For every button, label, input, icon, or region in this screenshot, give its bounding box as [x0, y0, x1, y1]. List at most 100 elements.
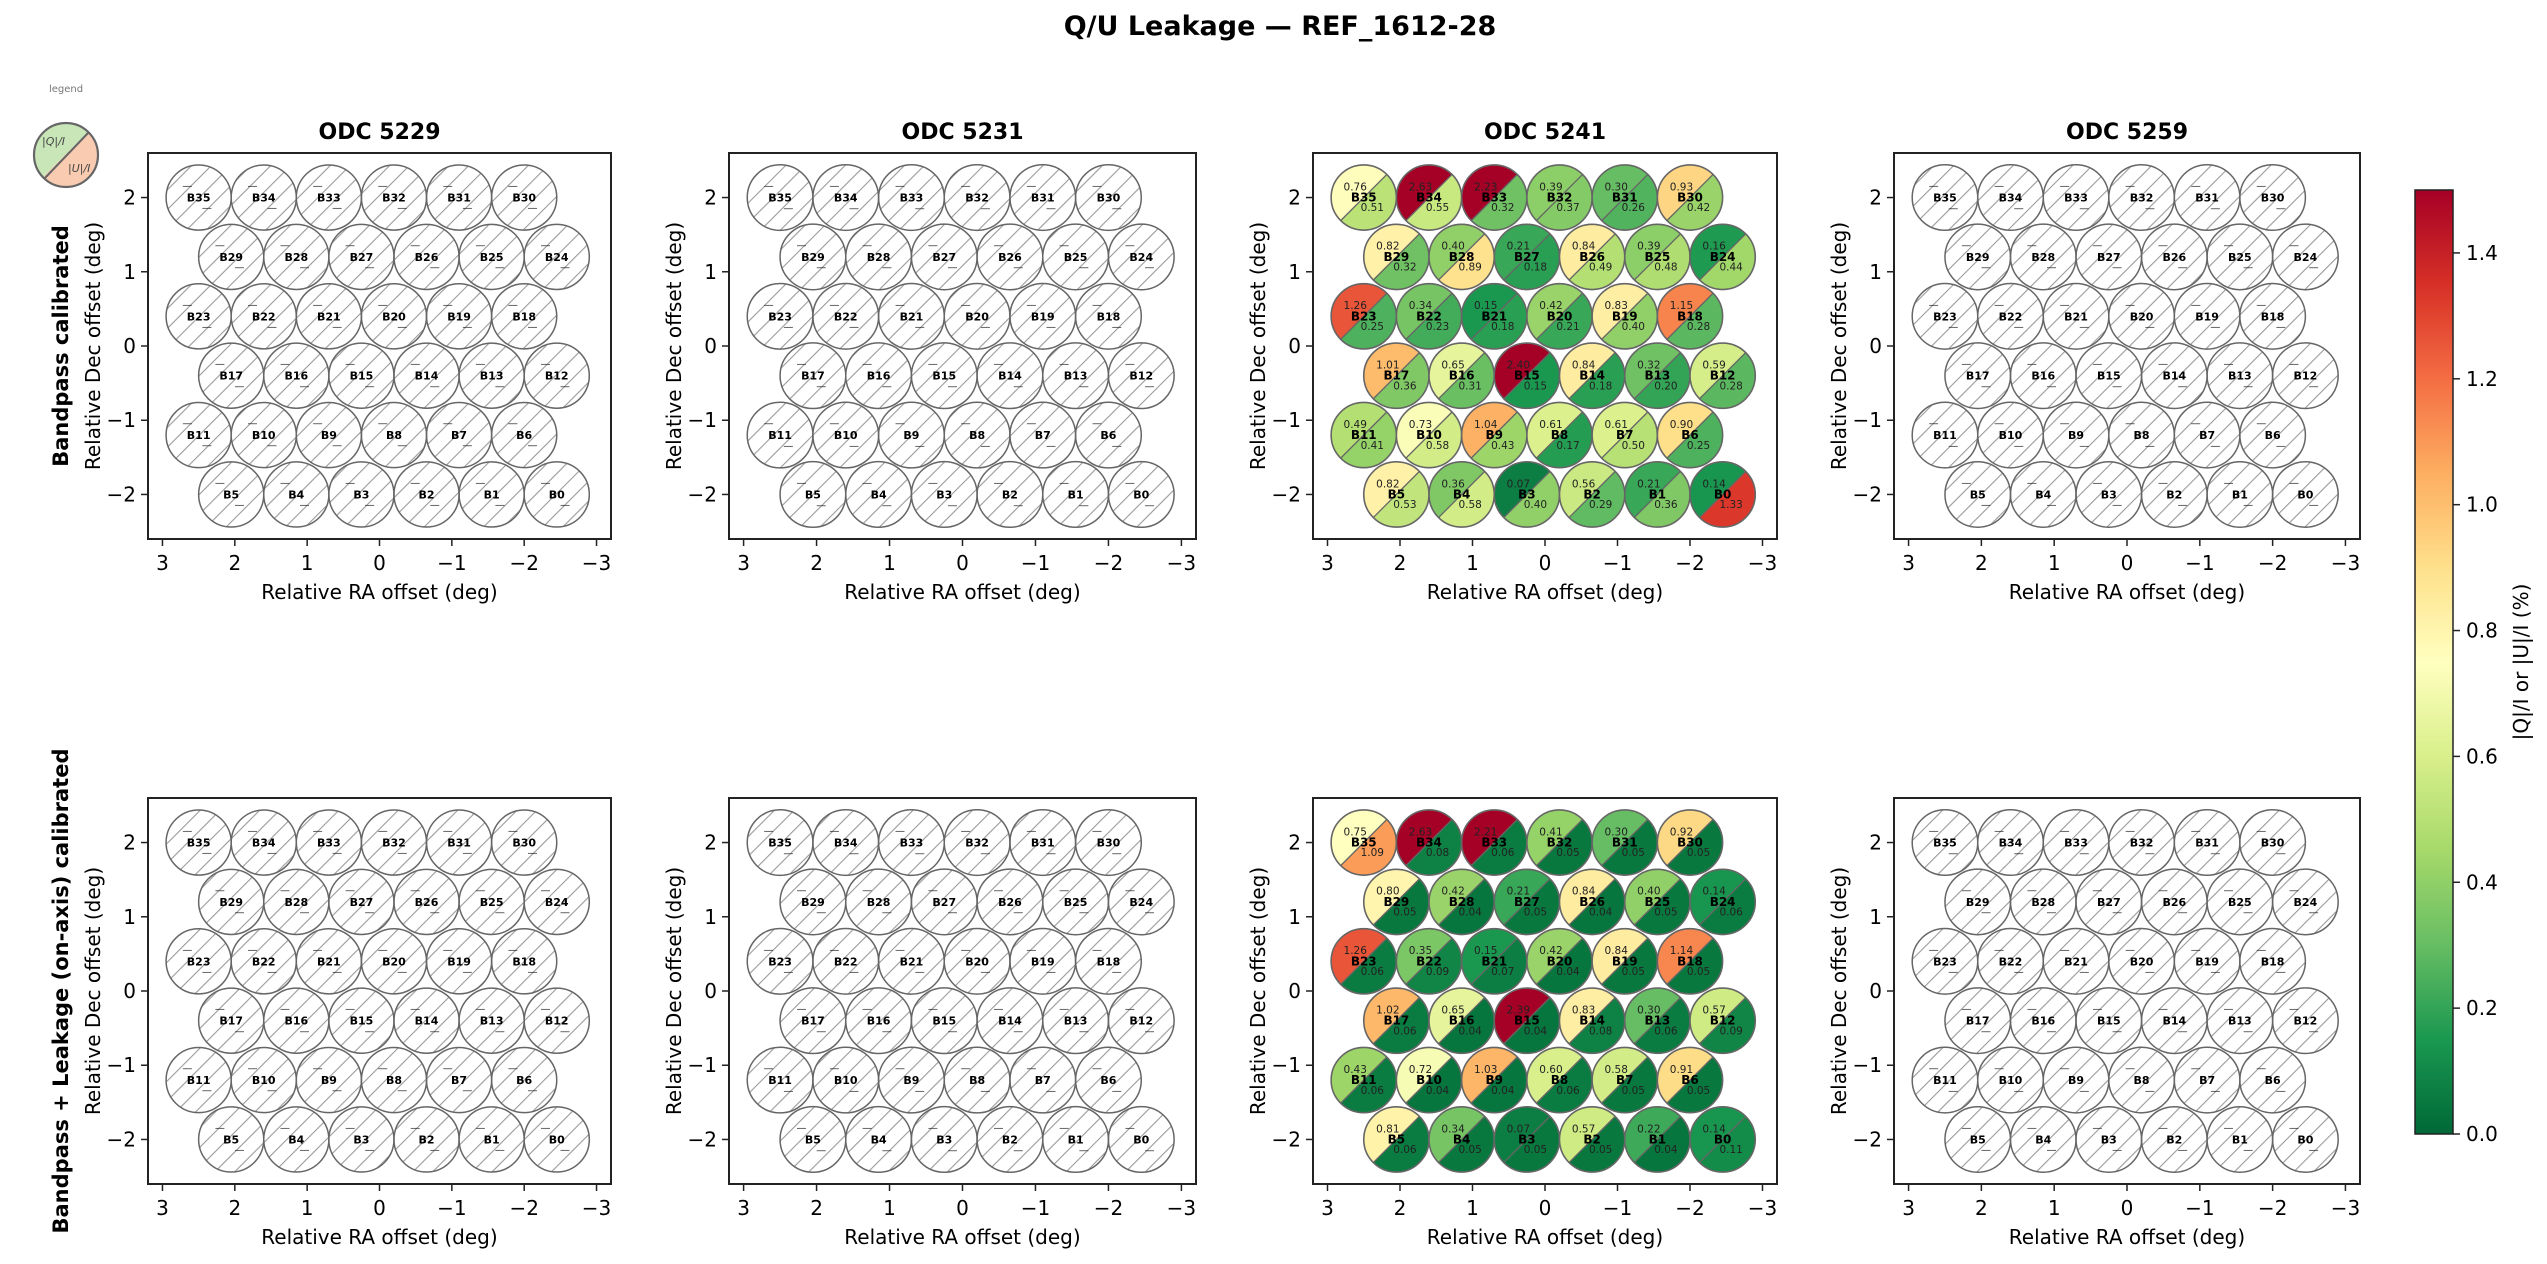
beam-q-missing: —	[182, 945, 192, 956]
beam-hatch	[263, 1106, 329, 1173]
beam-b13: —B13—	[1042, 342, 1110, 410]
y-tick-label: 2	[1869, 831, 1882, 855]
beam-u-value: 1.09	[1361, 847, 1384, 859]
beam-hatch	[296, 928, 362, 994]
beam-u-missing: —	[948, 381, 958, 392]
beam-label: B17	[1966, 1015, 1990, 1028]
beam-q-missing: —	[443, 419, 453, 430]
beam-label: B9	[903, 1074, 919, 1087]
beam-q-missing: —	[1125, 1123, 1135, 1134]
beam-hatch	[263, 343, 329, 409]
beam-u-missing: —	[1981, 500, 1991, 511]
beam-hatch	[1042, 869, 1109, 935]
beam-label: B22	[1999, 955, 2023, 968]
beam-b5: —B5—	[1944, 1105, 2012, 1173]
beam-hatch	[2141, 869, 2208, 935]
beam-hatch	[393, 869, 460, 935]
beam-outline	[1656, 164, 1724, 231]
beam-label: B24	[1710, 895, 1736, 909]
beam-q-value: 0.32	[1637, 360, 1660, 372]
beam-label: B7	[1616, 1073, 1634, 1087]
beam-u-missing: —	[365, 1145, 375, 1156]
beam-q-missing: —	[2191, 419, 2201, 430]
beam-label: B12	[2294, 370, 2318, 383]
beam-label: B32	[382, 192, 406, 205]
beam-hatch	[328, 988, 394, 1054]
beam-q-missing: —	[928, 240, 938, 251]
beam-hatch	[911, 1106, 978, 1173]
beam-label: B4	[871, 1133, 887, 1146]
beam-b18: —B18—	[490, 928, 558, 995]
beam-b23: —B23—	[746, 927, 814, 995]
beam-label: B35	[768, 837, 792, 850]
beam-label: B17	[1966, 370, 1990, 383]
beam-label: B27	[350, 251, 374, 264]
beam-b1: —B1—	[458, 1106, 525, 1173]
x-axis-label: Relative RA offset (deg)	[2009, 580, 2245, 604]
beam-b16: —B16—	[2009, 342, 2077, 410]
beam-q-missing: —	[796, 240, 806, 251]
beam-b27: —B27—	[910, 223, 978, 291]
beam-q-missing: —	[2092, 478, 2102, 489]
beam-q-missing: —	[2060, 826, 2070, 837]
beam-hatch	[1108, 342, 1175, 409]
beam-q-missing: —	[378, 181, 388, 192]
beam-q-missing: —	[475, 359, 485, 370]
beam-q-missing: —	[895, 181, 905, 192]
beam-q-missing: —	[247, 419, 257, 430]
beam-label: B26	[2162, 251, 2186, 264]
beam-u-missing: —	[783, 203, 793, 214]
beam-b26: —B26—	[976, 223, 1044, 291]
beam-u-missing: —	[2112, 263, 2122, 274]
beam-q-missing: —	[2289, 478, 2299, 489]
beam-q-missing: —	[2191, 826, 2201, 837]
beam-b23: —B23—	[165, 928, 232, 995]
beam-hatch	[812, 1047, 879, 1113]
beam-u-value: 0.04	[1491, 1085, 1515, 1097]
beam-label: B7	[451, 1074, 467, 1087]
beam-hatch	[393, 343, 460, 409]
x-axis-label: Relative RA offset (deg)	[844, 580, 1080, 604]
beam-q-missing: —	[540, 885, 550, 896]
beam-u-missing: —	[267, 1086, 277, 1097]
beam-hatch	[296, 1047, 362, 1113]
beam-q-missing: —	[862, 1123, 872, 1134]
beam-hatch	[2010, 869, 2077, 935]
beam-u-missing: —	[2047, 1145, 2057, 1156]
beam-label: B21	[317, 310, 341, 323]
y-axis-label: Relative Dec offset (deg)	[81, 222, 105, 470]
beam-hatch	[1944, 461, 2011, 528]
y-tick-label: −1	[688, 408, 717, 432]
beam-q-value: 0.41	[1539, 826, 1562, 838]
x-tick-label: −2	[2258, 1196, 2287, 1220]
beam-label: B1	[2232, 488, 2248, 501]
beam-b24: —B24—	[2271, 868, 2339, 936]
beam-u-value: 0.48	[1654, 262, 1677, 274]
beam-label: B4	[871, 488, 887, 501]
beam-u-missing: —	[2112, 500, 2122, 511]
beam-q-missing: —	[961, 419, 971, 430]
beam-b18: —B18—	[1074, 282, 1143, 350]
beam-q-missing: —	[1092, 419, 1102, 430]
y-tick-label: −2	[1272, 482, 1301, 506]
beam-label: B33	[900, 192, 924, 205]
x-tick-label: 2	[1975, 1196, 1988, 1220]
beam-q-value: 0.42	[1539, 300, 1562, 312]
beam-u-missing: —	[560, 381, 570, 392]
beam-q-missing: —	[928, 1123, 938, 1134]
beam-hatch	[1977, 809, 2044, 876]
beam-hatch	[1944, 1106, 2011, 1173]
beam-u-missing: —	[365, 381, 375, 392]
beam-label: B17	[219, 370, 243, 383]
beam-hatch	[426, 402, 492, 468]
beam-hatch	[524, 988, 590, 1054]
beam-label: B35	[1933, 837, 1957, 850]
row-label-bandpass: Bandpass calibrated	[49, 225, 73, 467]
